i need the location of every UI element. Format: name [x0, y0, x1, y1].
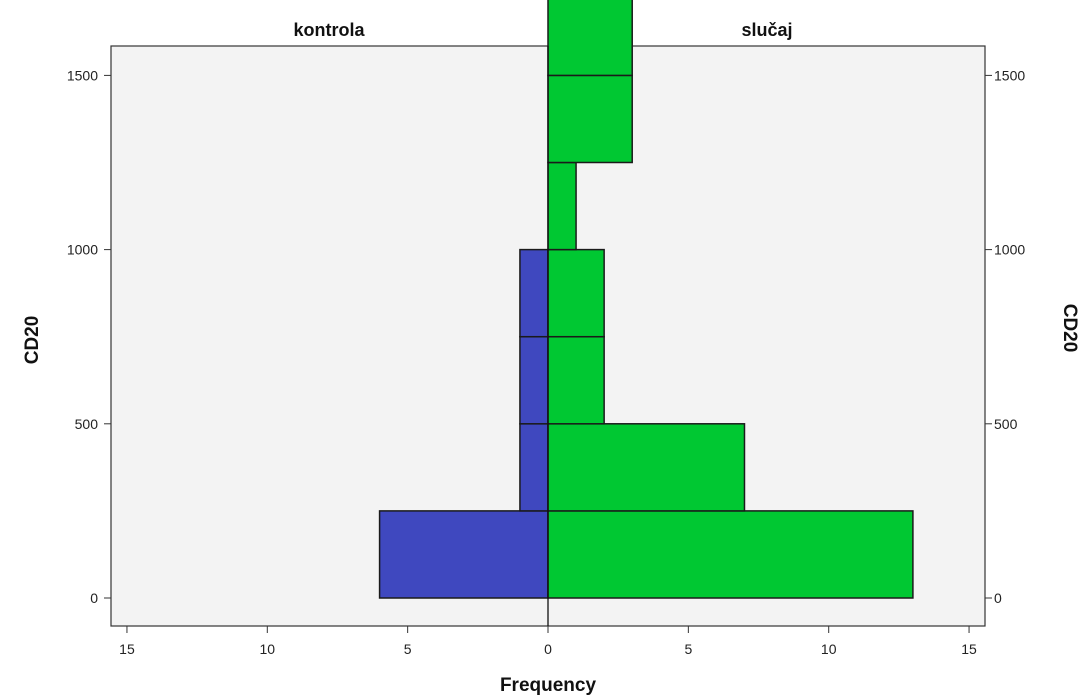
x-tick-label-3: 0	[544, 641, 552, 657]
panel-title-right: slučaj	[741, 20, 792, 40]
y-tick-label-right-2: 1000	[994, 242, 1025, 258]
bar-left-0	[378, 510, 549, 599]
x-tick-label-0: 15	[119, 641, 135, 657]
bar-left-2	[519, 335, 549, 425]
bar-right-0	[547, 510, 914, 599]
bar-right-3	[547, 248, 605, 338]
bar-right-1	[547, 423, 746, 512]
y-tick-label-right-3: 1500	[994, 67, 1025, 83]
bar-left-3	[519, 248, 549, 338]
x-tick-label-2: 5	[404, 641, 412, 657]
x-tick-label-4: 5	[684, 641, 692, 657]
x-tick-label-6: 15	[961, 641, 977, 657]
bar-right-4	[547, 161, 577, 251]
y-tick-label-left-3: 1500	[67, 67, 98, 83]
bar-left-1	[519, 423, 549, 512]
y-tick-label-right-0: 0	[994, 590, 1002, 606]
panel-title-left: kontrola	[293, 20, 365, 40]
x-tick-label-1: 10	[260, 641, 276, 657]
bar-right-5	[547, 74, 633, 164]
y-tick-label-left-1: 500	[75, 416, 99, 432]
bar-right-2	[547, 335, 605, 425]
axes-group: 0050050010001000150015002000200025002500…	[67, 67, 1026, 657]
y-tick-label-right-1: 500	[994, 416, 1018, 432]
y-tick-label-left-0: 0	[90, 590, 98, 606]
bar-right-6	[547, 0, 633, 77]
y-tick-label-left-2: 1000	[67, 242, 98, 258]
bars-group	[378, 0, 914, 599]
x-axis-title: Frequency	[500, 675, 597, 696]
y-axis-title-right: CD20	[1059, 304, 1080, 353]
y-axis-title-left: CD20	[22, 316, 43, 365]
x-tick-label-5: 10	[821, 641, 837, 657]
